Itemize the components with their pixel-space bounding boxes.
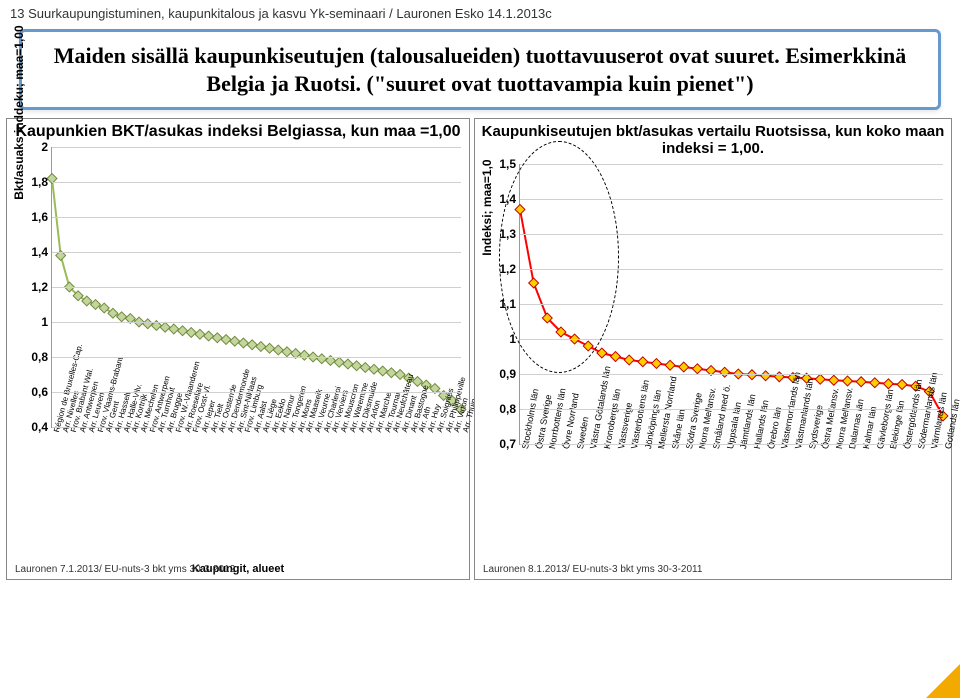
right-plot-area: Indeksi; maa=1,0 Stockholms länÖstra Sve…	[519, 164, 943, 445]
left-chart-panel: Kaupunkien BKT/asukas indeksi Belgiassa,…	[6, 118, 470, 580]
right-footnote: Lauronen 8.1.2013/ EU-nuts-3 bkt yms 30-…	[483, 564, 702, 575]
right-chart-title: Kaupunkiseutujen bkt/asukas vertailu Ruo…	[475, 119, 951, 160]
left-xlabels: Région de Bruxelles-Cap.Arr. NivellesPro…	[52, 427, 461, 547]
right-ylabel: Indeksi; maa=1,0	[480, 159, 494, 255]
title-box: Maiden sisällä kaupunkiseutujen (talousa…	[19, 29, 941, 110]
charts-row: Kaupunkien BKT/asukas indeksi Belgiassa,…	[0, 118, 960, 580]
corner-triangle-icon	[926, 664, 960, 698]
left-ylabel: Bkt/asuaks inddeku; maa=1,00	[12, 26, 26, 200]
left-chart-title: Kaupunkien BKT/asukas indeksi Belgiassa,…	[7, 119, 469, 143]
right-chart-panel: Kaupunkiseutujen bkt/asukas vertailu Ruo…	[474, 118, 952, 580]
left-plot-area: Bkt/asuaks inddeku; maa=1,00 Région de B…	[51, 147, 461, 428]
left-footnote: Lauronen 7.1.2013/ EU-nuts-3 bkt yms 30-…	[15, 564, 235, 575]
right-xlabels: Stockholms länÖstra SverigeNorrbottens l…	[520, 444, 943, 564]
page-header: 13 Suurkaupungistuminen, kaupunkitalous …	[0, 0, 960, 23]
